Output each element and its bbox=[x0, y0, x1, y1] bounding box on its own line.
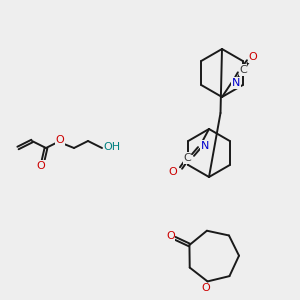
Text: N: N bbox=[201, 141, 209, 151]
Text: N: N bbox=[232, 78, 240, 88]
Text: O: O bbox=[202, 283, 210, 293]
Text: OH: OH bbox=[103, 142, 121, 152]
Text: O: O bbox=[56, 135, 64, 145]
Text: O: O bbox=[249, 52, 257, 62]
Text: C: C bbox=[239, 65, 247, 75]
Text: C: C bbox=[183, 153, 191, 163]
Text: O: O bbox=[169, 167, 177, 177]
Text: O: O bbox=[166, 231, 175, 241]
Text: O: O bbox=[37, 161, 45, 171]
